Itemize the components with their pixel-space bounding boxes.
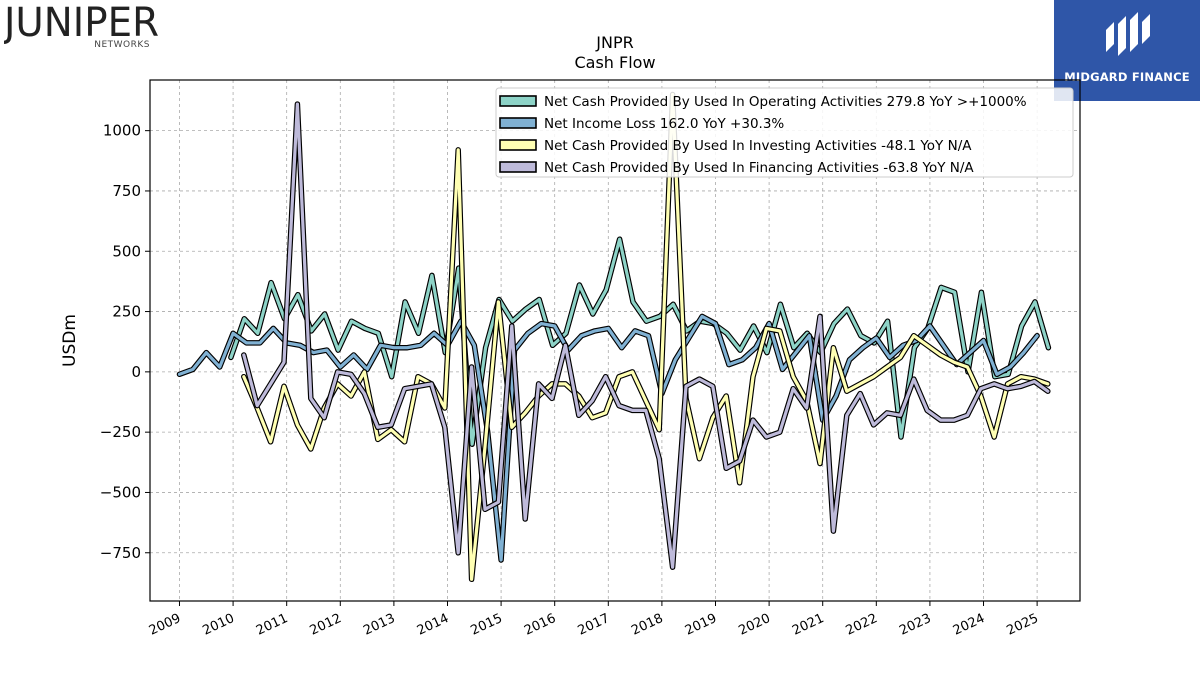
legend-swatch bbox=[499, 117, 537, 129]
legend: Net Cash Provided By Used In Operating A… bbox=[495, 87, 1074, 178]
series-3 bbox=[241, 91, 1051, 583]
midgard-emblem-icon bbox=[1106, 12, 1150, 56]
midgard-finance-logo: MIDGARD FINANCE bbox=[1054, 0, 1200, 101]
legend-entry: Net Income Loss 162.0 YoY +30.3% bbox=[544, 116, 784, 132]
y-tick-label: 250 bbox=[112, 303, 141, 321]
y-tick-label: 0 bbox=[131, 363, 141, 381]
x-axis: 2009 2010 2011 2012 2013 2014 2015 2016 2017 2018… bbox=[147, 601, 1041, 639]
legend-entry: Net Cash Provided By Used In Operating A… bbox=[544, 94, 1027, 110]
juniper-networks-text: NETWORKS bbox=[94, 40, 150, 50]
plot-frame bbox=[149, 79, 1081, 602]
x-tick-label: 2010 bbox=[200, 611, 236, 639]
x-tick-label: 2025 bbox=[1004, 611, 1040, 639]
y-axis: −750 −500 −250 0 250 500 750 1000 bbox=[100, 122, 150, 562]
x-tick-label: 2013 bbox=[361, 611, 397, 639]
x-tick-label: 2012 bbox=[308, 611, 344, 639]
x-tick-label: 2011 bbox=[254, 611, 290, 639]
juniper-logo: JUNIPER NETWORKS bbox=[1, 0, 164, 50]
x-tick-label: 2022 bbox=[844, 611, 880, 639]
x-tick-label: 2021 bbox=[790, 611, 826, 639]
chart-subtitle: Cash Flow bbox=[574, 53, 656, 72]
x-tick-label: 2019 bbox=[683, 611, 719, 639]
legend-box bbox=[495, 87, 1074, 178]
x-tick-label: 2015 bbox=[468, 611, 504, 639]
series-1 bbox=[228, 236, 1052, 447]
x-tick-label: 2014 bbox=[415, 611, 451, 639]
series-line bbox=[242, 102, 1050, 569]
x-tick-label: 2018 bbox=[629, 611, 665, 639]
series-layer bbox=[176, 91, 1052, 583]
y-tick-label: −750 bbox=[100, 544, 141, 562]
series-2 bbox=[176, 313, 1040, 563]
y-tick-label: 1000 bbox=[103, 122, 141, 140]
series-line bbox=[177, 314, 1039, 562]
series-line bbox=[229, 237, 1051, 446]
x-tick-label: 2024 bbox=[951, 611, 987, 639]
x-tick-label: 2009 bbox=[147, 611, 183, 639]
y-tick-label: −250 bbox=[100, 423, 141, 441]
legend-entry: Net Cash Provided By Used In Financing A… bbox=[544, 160, 974, 176]
series-line bbox=[242, 92, 1050, 581]
series-4 bbox=[241, 101, 1051, 570]
juniper-logo-mark: JUNIPER NETWORKS bbox=[1, 0, 159, 50]
legend-swatch bbox=[499, 139, 537, 151]
x-tick-label: 2016 bbox=[522, 611, 558, 639]
x-tick-label: 2017 bbox=[576, 611, 612, 639]
y-tick-label: −500 bbox=[100, 483, 141, 501]
y-tick-label: 500 bbox=[112, 242, 141, 260]
juniper-wordmark: JUNIPER bbox=[4, 2, 159, 46]
legend-swatch bbox=[499, 161, 537, 173]
midgard-brand-text: MIDGARD FINANCE bbox=[1064, 70, 1190, 84]
y-tick-label: 750 bbox=[112, 182, 141, 200]
y-axis-label: USDm bbox=[60, 314, 80, 367]
x-tick-label: 2020 bbox=[736, 611, 772, 639]
chart-title: JNPR bbox=[596, 33, 634, 52]
legend-entry: Net Cash Provided By Used In Investing A… bbox=[544, 138, 972, 154]
x-tick-label: 2023 bbox=[897, 611, 933, 639]
legend-swatch bbox=[499, 95, 537, 107]
